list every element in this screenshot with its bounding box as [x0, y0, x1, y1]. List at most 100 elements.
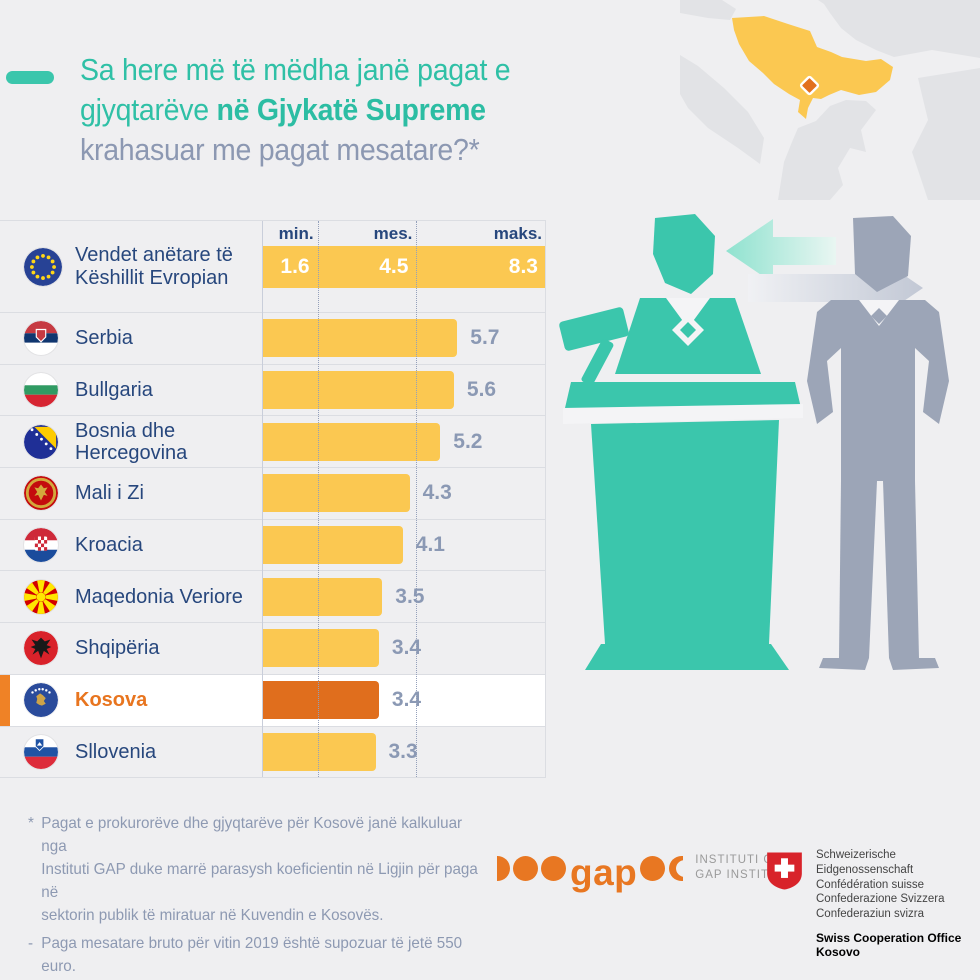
country-row: Sllovenia 3.3: [0, 727, 546, 779]
axis-label-mes: mes.: [373, 224, 413, 243]
flag-albania-icon: [24, 631, 58, 666]
podium-top: [565, 382, 801, 408]
judge-jabot-inner: [680, 322, 696, 338]
value-label: 5.7: [470, 326, 500, 350]
country-label: Kroacia: [75, 534, 143, 557]
flag-kosovo-icon: [24, 683, 58, 718]
country-label: Bullgaria: [75, 379, 153, 402]
gavel-icon: [559, 307, 629, 386]
value-bar: [263, 733, 376, 772]
axis-label-min: min.: [278, 224, 314, 243]
map-land-italy-coast: [680, 55, 764, 164]
country-row: Mali i Zi 4.3: [0, 468, 546, 520]
arrow-left-icon: [726, 219, 836, 283]
flag-bulgaria-icon: [24, 373, 58, 408]
podium-base: [585, 644, 789, 670]
value-bar: [263, 474, 410, 513]
judge-vs-citizen-illustration: [559, 214, 949, 670]
citizen-figure: [807, 216, 949, 670]
title-line-1: Sa here më të mëdha janë pagat e: [80, 52, 511, 87]
map-land-northeast: [818, 0, 980, 58]
chart-right-border: [545, 221, 546, 777]
citizen-leg-right: [883, 481, 919, 658]
value-label: 3.4: [391, 636, 422, 660]
swiss-shield-icon: [767, 852, 802, 890]
country-label: Shqipëria: [75, 637, 160, 660]
flag-serbia-icon: [24, 321, 58, 356]
guide-line-mes: [416, 221, 418, 777]
title-bold-segment: në Gjykatë Supreme: [216, 92, 486, 127]
country-row: Shqipëria 3.4: [0, 623, 546, 675]
footnote-2: - Paga mesatare bruto për vitin 2019 ësht…: [28, 935, 463, 975]
flag-slovenia-icon: [24, 735, 58, 770]
judge-figure: [559, 214, 801, 670]
flag-macedonia-icon: [24, 579, 58, 614]
map-land-alps: [680, 0, 736, 20]
axis-label-maks: maks.: [493, 224, 542, 243]
guide-line-min: [317, 221, 319, 777]
eu-value-maks: 8.3: [508, 255, 538, 278]
citizen-foot-right: [889, 658, 939, 670]
country-row: Maqedonia Veriore 3.5: [0, 571, 546, 624]
country-label: Maqedonia Veriore: [75, 585, 243, 608]
swiss-office-text: Swiss Cooperation Office Kosovo: [816, 930, 962, 959]
value-bar: [263, 629, 379, 668]
swiss-confederation-text: Schweizerische Eidgenossenschaft Confédé…: [816, 849, 945, 921]
value-bar: [263, 422, 441, 461]
title-line-3: krahasuar me pagat mesatare?*: [80, 132, 480, 167]
podium-body: [591, 420, 779, 644]
flag-montenegro-icon: [24, 476, 58, 511]
country-label: Mali i Zi: [75, 482, 144, 505]
judge-head: [653, 214, 715, 294]
map-region-highlight: [732, 16, 893, 119]
country-row: Kroacia 4.1: [0, 520, 546, 572]
value-bar: [263, 319, 458, 358]
highlight-accent-bar: [0, 674, 10, 726]
title-dash-decoration: [6, 71, 54, 84]
eu-summary-row: min. mes. maks. Vendet anëtare të Këshil…: [0, 221, 546, 313]
eu-value-mes: 4.5: [379, 255, 409, 278]
value-bar: [263, 681, 379, 720]
citizen-foot-left: [819, 658, 869, 670]
map-land-east: [912, 68, 980, 200]
country-row: Kosova 3.4: [0, 674, 546, 727]
country-row: Bullgaria 5.6: [0, 365, 546, 417]
citizen-head: [853, 216, 911, 292]
value-label: 3.5: [395, 584, 425, 608]
eu-range-bar: [263, 246, 546, 288]
value-label: 5.6: [466, 378, 497, 402]
country-label: Kosova: [75, 689, 148, 712]
country-label: Sllovenia: [75, 741, 157, 764]
gap-institute-logo: gap INSTITUTI GAP GAP INSTITUTE: [497, 849, 795, 891]
chart-rows: Serbia 5.7 Bullgaria 5.6 Bosnia dhe Herc…: [0, 313, 546, 778]
value-label: 4.1: [415, 533, 445, 557]
kosovo-marker: [799, 75, 820, 96]
country-row: Serbia 5.7: [0, 313, 546, 365]
swiss-cooperation-logo: Schweizerische Eidgenossenschaft Confédé…: [766, 848, 980, 959]
value-bar: [263, 577, 383, 616]
title-line-2: gjyqtarëve në Gjykatë Supreme: [80, 92, 486, 127]
eu-flag-icon: [24, 248, 62, 286]
value-bar: [263, 526, 403, 565]
footnote-1: * Pagat e prokurorëve dhe gjyqtarëve për …: [28, 815, 478, 924]
country-label: Bosnia dhe Hercegovina: [75, 419, 188, 464]
country-row: Bosnia dhe Hercegovina 5.2: [0, 416, 546, 469]
flag-bosnia-icon: [24, 424, 58, 459]
gap-logo-icon: gap: [497, 849, 684, 891]
page-title: Sa here më të mëdha janë pagat e gjyqtar…: [80, 50, 511, 170]
value-label: 4.3: [422, 481, 452, 505]
balkans-map: [680, 0, 980, 200]
map-land-greece: [778, 100, 876, 200]
value-label: 5.2: [453, 429, 483, 453]
axis-baseline: [262, 221, 263, 777]
eu-value-min: 1.6: [280, 255, 310, 278]
value-label: 3.3: [388, 740, 418, 764]
value-label: 3.4: [391, 688, 422, 712]
podium-gap: [563, 404, 803, 424]
citizen-leg-left: [839, 481, 877, 658]
value-bar: [263, 371, 454, 410]
citizen-torso: [807, 300, 949, 481]
citizen-collar-inner: [871, 308, 887, 324]
salary-ratio-chart: min. mes. maks. Vendet anëtare të Këshil…: [0, 220, 546, 778]
